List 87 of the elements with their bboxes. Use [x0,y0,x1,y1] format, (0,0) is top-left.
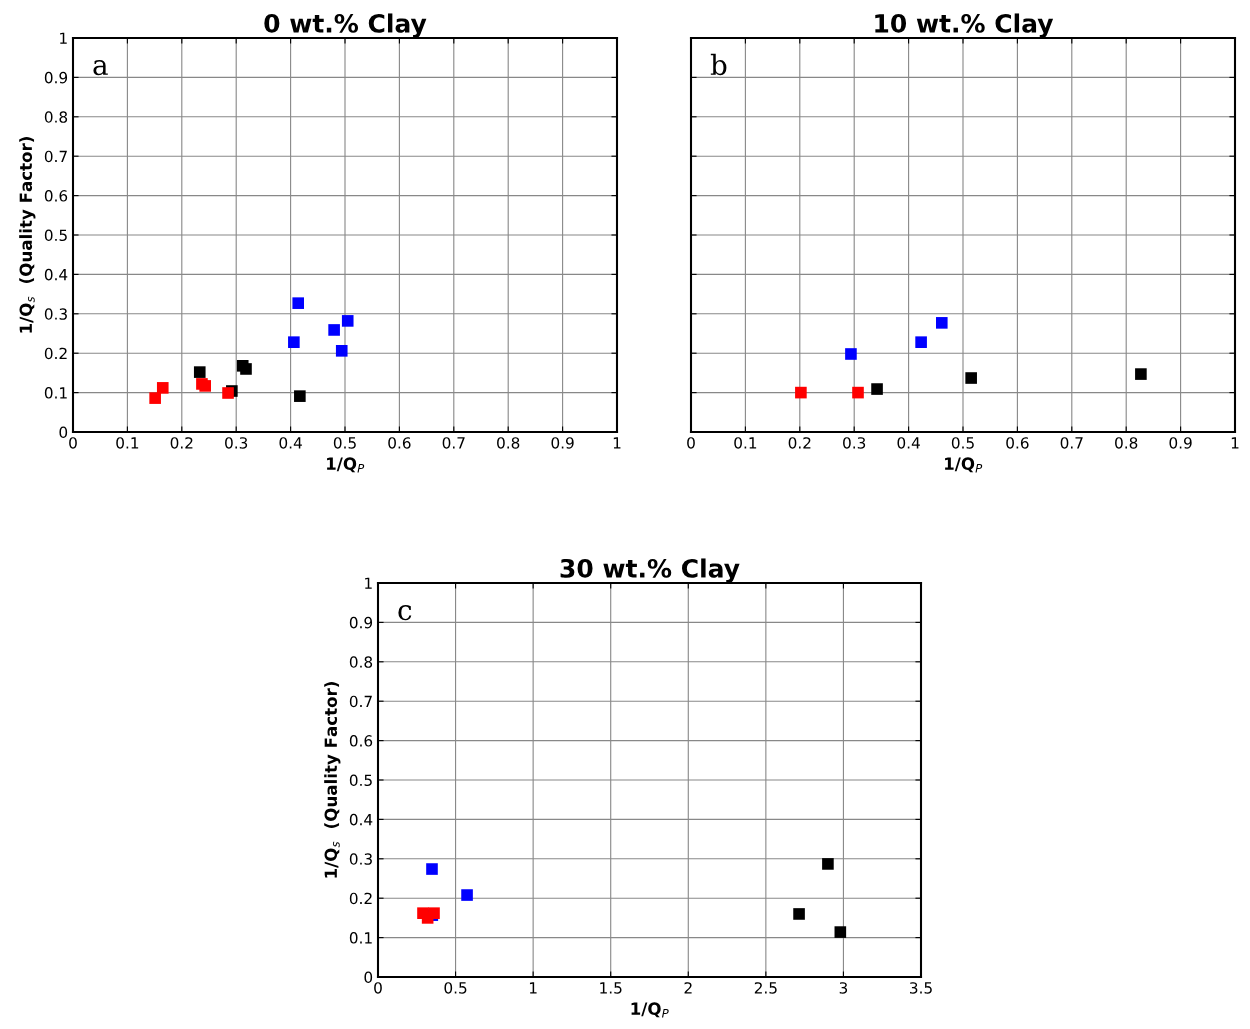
y-tick-label: 0 [59,426,68,439]
x-tick-label: 0.6 [388,437,411,449]
point [1135,368,1147,380]
x-tick-label: 0.3 [225,437,248,449]
chart-title: 30 wt.% Clay [560,558,740,583]
x-tick-label: 1.5 [600,982,622,994]
y-axis-title: 1/Q$_{s}$ (Quality Factor) [324,682,341,878]
x-tick-label: 0 [687,437,695,449]
y-tick-label: 0.4 [44,268,68,281]
y-tick-label: 0.8 [349,656,373,668]
point [965,372,977,384]
x-tick-label: 3 [839,982,848,994]
x-tick-label: 0.6 [1006,437,1029,449]
y-tick-label: 0.6 [349,735,373,747]
point [793,908,805,920]
x-tick-label: 0.2 [170,437,193,449]
y-tick-label: 0.3 [349,853,372,865]
x-tick-label: 1 [1231,437,1239,449]
y-tick-label: 0 [364,971,373,984]
x-tick-label: 0 [69,437,77,449]
y-tick-label: 0.8 [44,111,68,123]
y-tick-label: 0.1 [349,932,372,944]
y-tick-label: 0.2 [44,347,67,360]
x-tick-label: 0.4 [897,437,920,449]
x-tick-label: 0.1 [116,437,139,449]
point [871,383,883,395]
chart-title: 10 wt.% Clay [875,13,1054,38]
x-tick-label: 0.9 [1169,437,1192,449]
x-tick-label: 0.3 [843,437,866,449]
y-tick-label: 1 [365,577,372,589]
x-axis-title: 1/Q$_{P}$ [631,1002,669,1018]
y-tick-label: 1 [60,32,67,44]
point [935,317,948,329]
y-axis-title: 1/Q$_{s}$ (Quality Factor) [19,137,36,333]
point [222,387,234,399]
y-tick-label: 0.9 [349,616,373,629]
point [294,390,306,402]
x-tick-label: 0.9 [551,437,574,449]
point [193,366,206,378]
x-tick-label: 0.5 [333,437,356,449]
x-tick-label: 0.4 [279,437,302,449]
point [149,392,161,404]
x-tick-label: 2.5 [754,982,777,994]
y-tick-label: 0.5 [44,229,67,242]
point [461,889,473,901]
point [328,324,340,336]
x-tick-label: 0.8 [1115,437,1138,449]
x-axis-title: 1/Q$_{P}$ [945,457,983,473]
point [834,926,847,938]
point [288,336,300,348]
x-tick-label: 0.5 [951,437,974,449]
point [426,863,438,875]
x-tick-label: 0.2 [788,437,811,449]
point [822,858,834,870]
chart-title: 0 wt.% Clay [264,13,427,38]
x-tick-label: 3.5 [910,982,932,994]
point [240,363,252,375]
x-tick-label: 0 [374,982,382,994]
y-tick-label: 0.2 [349,892,372,905]
y-tick-label: 0.1 [44,387,67,399]
y-tick-label: 0.5 [349,774,372,787]
y-tick-label: 0.7 [349,695,372,708]
y-tick-label: 0.7 [44,150,67,163]
x-tick-label: 0.5 [444,982,467,994]
annotation: b [710,53,727,76]
y-tick-label: 0.3 [44,308,67,320]
x-tick-label: 2 [684,982,692,994]
point [845,348,857,360]
x-tick-label: 0.7 [1060,437,1083,449]
point [341,315,354,327]
point [335,345,348,357]
x-tick-label: 1 [529,982,537,994]
y-tick-label: 0.9 [44,71,68,84]
x-tick-label: 0.7 [442,437,465,449]
x-tick-label: 0.8 [497,437,520,449]
point [852,386,864,399]
y-tick-label: 0.6 [44,190,68,202]
x-tick-label: 0.1 [734,437,757,449]
x-tick-label: 1 [613,437,621,449]
annotation: c [398,605,412,621]
point [156,382,169,394]
point [795,386,807,399]
point [915,336,927,348]
x-axis-title: 1/Q$_{P}$ [327,457,365,473]
annotation: a [93,60,108,76]
point [292,297,305,309]
y-tick-label: 0.4 [349,813,373,826]
